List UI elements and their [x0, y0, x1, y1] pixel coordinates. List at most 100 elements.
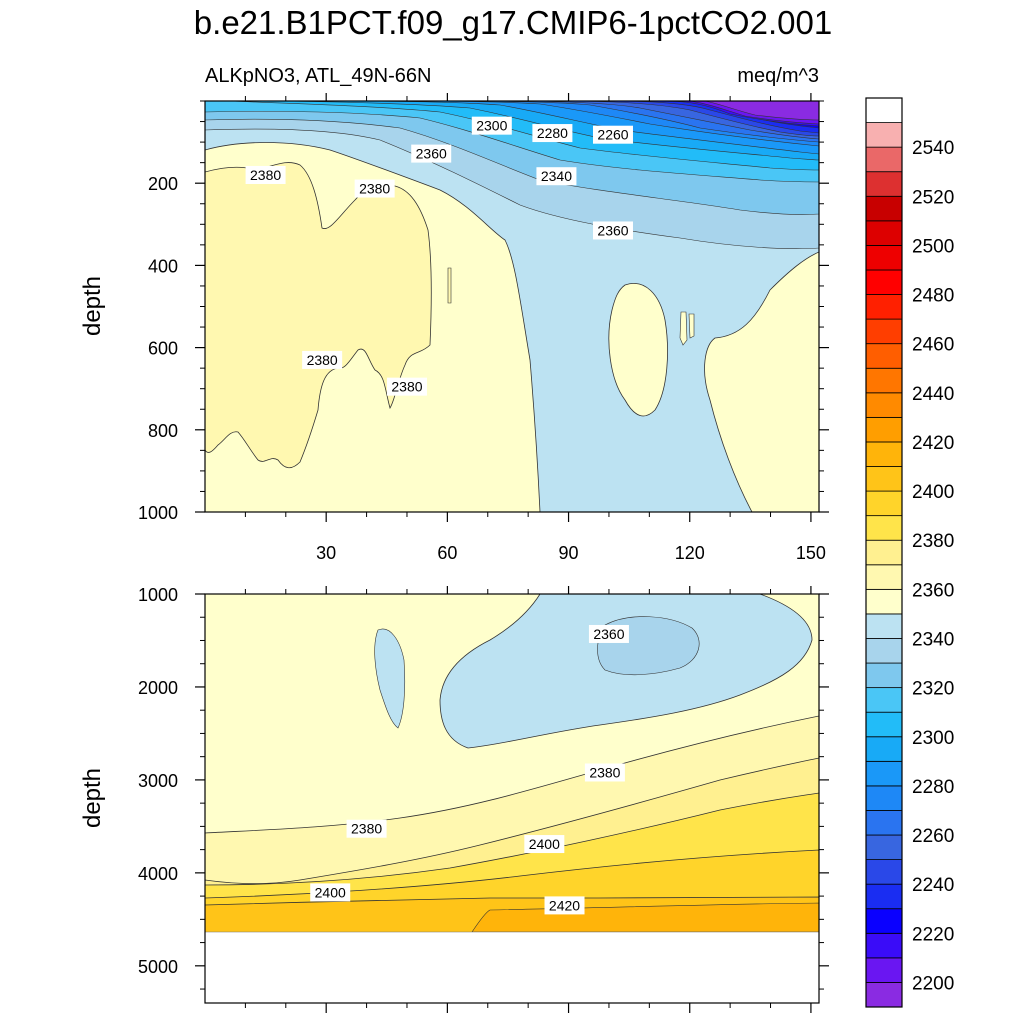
lower-panel: 2360 2380 2380 2400 2400 2420 1000 2000 3000 400…	[79, 585, 829, 1013]
colorbar-swatch	[865, 736, 903, 762]
colorbar-swatch	[865, 687, 903, 713]
colorbar-swatch	[865, 416, 903, 443]
contour-label-text: 2380	[589, 764, 620, 780]
colorbar-swatch	[865, 343, 903, 369]
colorbar-label: 2440	[912, 384, 954, 405]
colorbar-label: 2280	[912, 777, 954, 798]
upper-ylabel: depth	[79, 276, 106, 336]
contour-label-box	[544, 896, 585, 915]
colorbar-swatch	[865, 245, 903, 271]
colorbar-swatch	[865, 490, 903, 517]
contour-label-box	[346, 819, 387, 838]
colorbar-swatch	[865, 613, 903, 639]
contour-label-box	[592, 221, 633, 240]
fill-band	[447, 267, 452, 304]
fill-band	[679, 311, 688, 346]
contour-label: 2360	[411, 144, 452, 163]
y-tick-label: 1000	[138, 585, 178, 605]
colorbar-swatch	[865, 367, 903, 394]
lower-plot-frame	[204, 593, 820, 1004]
contour-label-text: 2260	[597, 127, 628, 143]
contour-label-text: 2280	[537, 125, 568, 141]
contour-label: 2360	[592, 221, 633, 240]
contour-label-text: 2300	[476, 118, 507, 134]
colorbar-label: 2340	[912, 629, 954, 650]
variable-subtitle: ALKpNO3, ATL_49N-66N	[205, 65, 431, 87]
contour-label-text: 2400	[529, 836, 560, 852]
colorbar-label: 2360	[912, 580, 954, 601]
fill-band	[205, 162, 432, 469]
y-tick-label: 2000	[138, 678, 178, 698]
y-tick-label: 3000	[138, 771, 178, 791]
colorbar-swatch	[865, 785, 903, 811]
y-tick-label: 600	[148, 339, 178, 359]
y-tick-label: 5000	[138, 957, 178, 977]
colorbar-swatch	[865, 171, 903, 197]
contour-label: 2420	[544, 896, 585, 915]
colorbar-swatch	[865, 220, 903, 246]
contour-label-box	[302, 350, 343, 369]
colorbar-label: 2420	[912, 433, 954, 454]
colorbar-swatch	[865, 957, 903, 983]
contour-label-box	[354, 179, 395, 198]
contour-label-text: 2400	[315, 884, 346, 900]
contour-label-text: 2380	[359, 181, 390, 197]
colorbar-swatch	[865, 834, 903, 860]
contour-label-text: 2360	[593, 626, 624, 642]
contour-label: 2260	[592, 125, 633, 144]
contour-label: 2300	[471, 116, 512, 135]
x-tick-label: 60	[437, 543, 457, 563]
colorbar-swatch	[865, 441, 903, 467]
contour-label: 2380	[386, 377, 427, 396]
colorbar-swatch	[865, 908, 903, 934]
contour-label-box	[524, 835, 565, 854]
x-tick-label: 30	[316, 543, 336, 563]
colorbar-swatch	[865, 883, 903, 910]
contour-label-box	[536, 167, 577, 186]
lower-contour-fill	[205, 594, 819, 1003]
lower-ylabel: depth	[79, 768, 106, 828]
fill-band	[688, 313, 695, 339]
colorbar-swatch	[865, 810, 903, 836]
contour-label-text: 2340	[541, 168, 572, 184]
x-tick-label: 150	[796, 543, 826, 563]
contour-label-box	[310, 883, 351, 902]
colorbar-swatch	[865, 638, 903, 664]
upper-axes: 30 60 90 120 150 200 400 600 800 1000	[138, 93, 829, 563]
contour-label: 2280	[532, 124, 573, 143]
contour-label: 2360	[588, 624, 629, 643]
colorbar-swatch	[865, 466, 903, 492]
fill-band	[608, 283, 668, 417]
upper-panel: 2300 2280 2260 2360 2380 2380 2340 2360 2380 2380…	[79, 93, 829, 563]
lower-axes: 1000 2000 3000 4000 5000	[138, 585, 829, 1013]
colorbar-frame	[865, 97, 903, 1008]
y-tick-label: 400	[148, 256, 178, 276]
contour-label-text: 2380	[391, 379, 422, 395]
colorbar-swatch	[865, 564, 903, 590]
colorbar-swatch	[865, 982, 903, 1008]
contour-label: 2380	[346, 819, 387, 838]
contour-label-text: 2380	[307, 352, 338, 368]
contour-label-box	[386, 377, 427, 396]
x-tick-label: 120	[675, 543, 705, 563]
colorbar-label: 2520	[912, 187, 954, 208]
contour-label-box	[584, 763, 625, 782]
contour-label: 2380	[302, 350, 343, 369]
upper-contour-labels: 2300 2280 2260 2360 2380 2380 2340 2360 2380 2380	[245, 116, 633, 396]
colorbar-swatch	[865, 146, 903, 173]
colorbar-swatch	[865, 392, 903, 418]
colorbar-swatch	[865, 318, 903, 345]
contour-label: 2400	[310, 883, 351, 902]
units-subtitle: meq/m^3	[737, 65, 819, 87]
contour-label-box	[588, 624, 629, 643]
figure-title: b.e21.B1PCT.f09_g17.CMIP6-1pctCO2.001	[194, 4, 832, 41]
contour-label: 2380	[354, 179, 395, 198]
colorbar-label: 2200	[912, 973, 954, 994]
contour-label-text: 2360	[597, 222, 628, 238]
contour-label-text: 2380	[351, 821, 382, 837]
contour-label: 2340	[536, 167, 577, 186]
fill-band	[205, 932, 819, 1003]
fill-band	[704, 101, 819, 121]
colorbar-swatch	[865, 269, 903, 295]
